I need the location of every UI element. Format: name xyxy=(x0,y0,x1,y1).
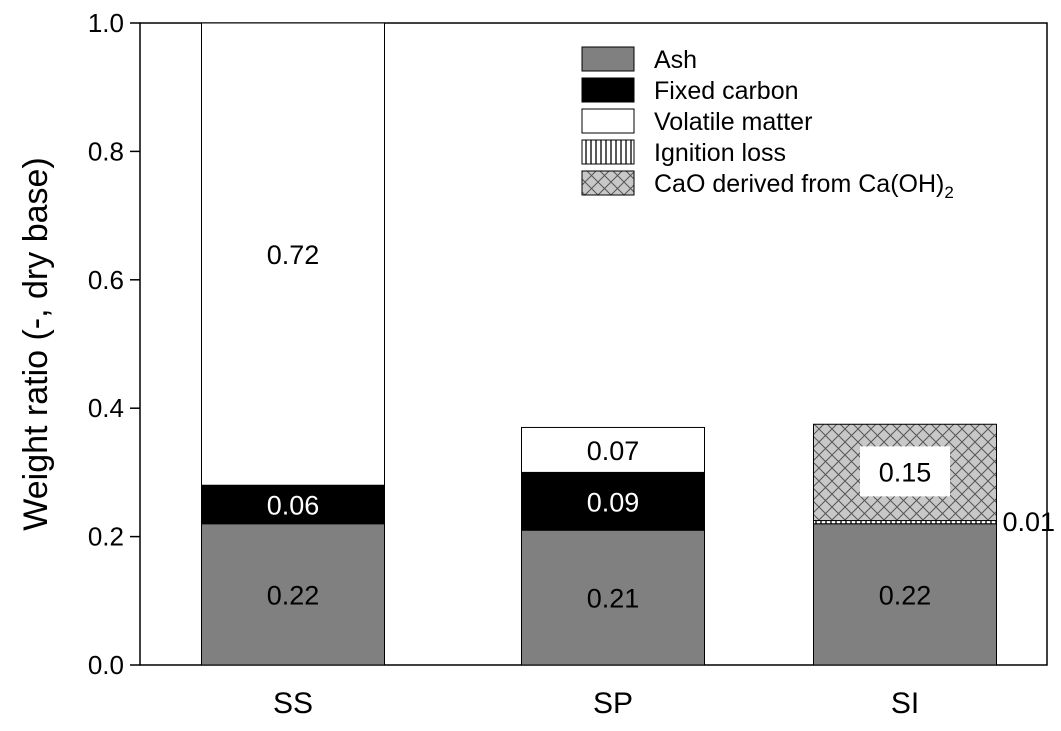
data-label: 0.21 xyxy=(587,584,640,614)
data-label-bg xyxy=(860,446,950,497)
x-tick-label: SI xyxy=(891,687,919,720)
bar-segment xyxy=(201,484,385,525)
legend-swatch xyxy=(581,139,635,165)
data-label: 0.09 xyxy=(587,487,640,517)
legend-swatch xyxy=(581,170,635,196)
y-tick-label: 0.0 xyxy=(88,650,124,680)
data-label: 0.01 xyxy=(1003,507,1056,537)
legend-swatch xyxy=(581,108,635,134)
legend-label: Fixed carbon xyxy=(654,77,799,105)
bar-segment xyxy=(521,529,705,666)
legend-swatch xyxy=(581,77,635,103)
data-label: 0.06 xyxy=(267,491,320,521)
y-axis-label: Weight ratio (-, dry base) xyxy=(17,157,55,531)
bar-segment xyxy=(521,426,705,473)
legend-label: Volatile matter xyxy=(654,108,812,136)
legend-label: Ash xyxy=(654,46,697,74)
bar-segment xyxy=(521,471,705,531)
legend-label: CaO derived from Ca(OH)2 xyxy=(654,170,954,202)
legend-label: Ignition loss xyxy=(654,139,786,167)
data-label: 0.72 xyxy=(267,240,320,270)
x-tick-label: SP xyxy=(593,687,633,720)
y-tick-label: 0.2 xyxy=(88,522,124,552)
data-label: 0.22 xyxy=(267,580,320,610)
data-label: 0.07 xyxy=(587,436,640,466)
legend-swatch xyxy=(581,46,635,72)
y-tick-label: 0.6 xyxy=(88,265,124,295)
bar-segment xyxy=(201,22,385,486)
bar-segment xyxy=(813,523,997,666)
data-label: 0.22 xyxy=(879,580,932,610)
y-tick-label: 0.4 xyxy=(88,393,124,423)
y-tick-label: 0.8 xyxy=(88,136,124,166)
x-tick-label: SS xyxy=(273,687,313,720)
data-label: 0.15 xyxy=(879,457,932,487)
y-tick-label: 1.0 xyxy=(88,8,124,38)
